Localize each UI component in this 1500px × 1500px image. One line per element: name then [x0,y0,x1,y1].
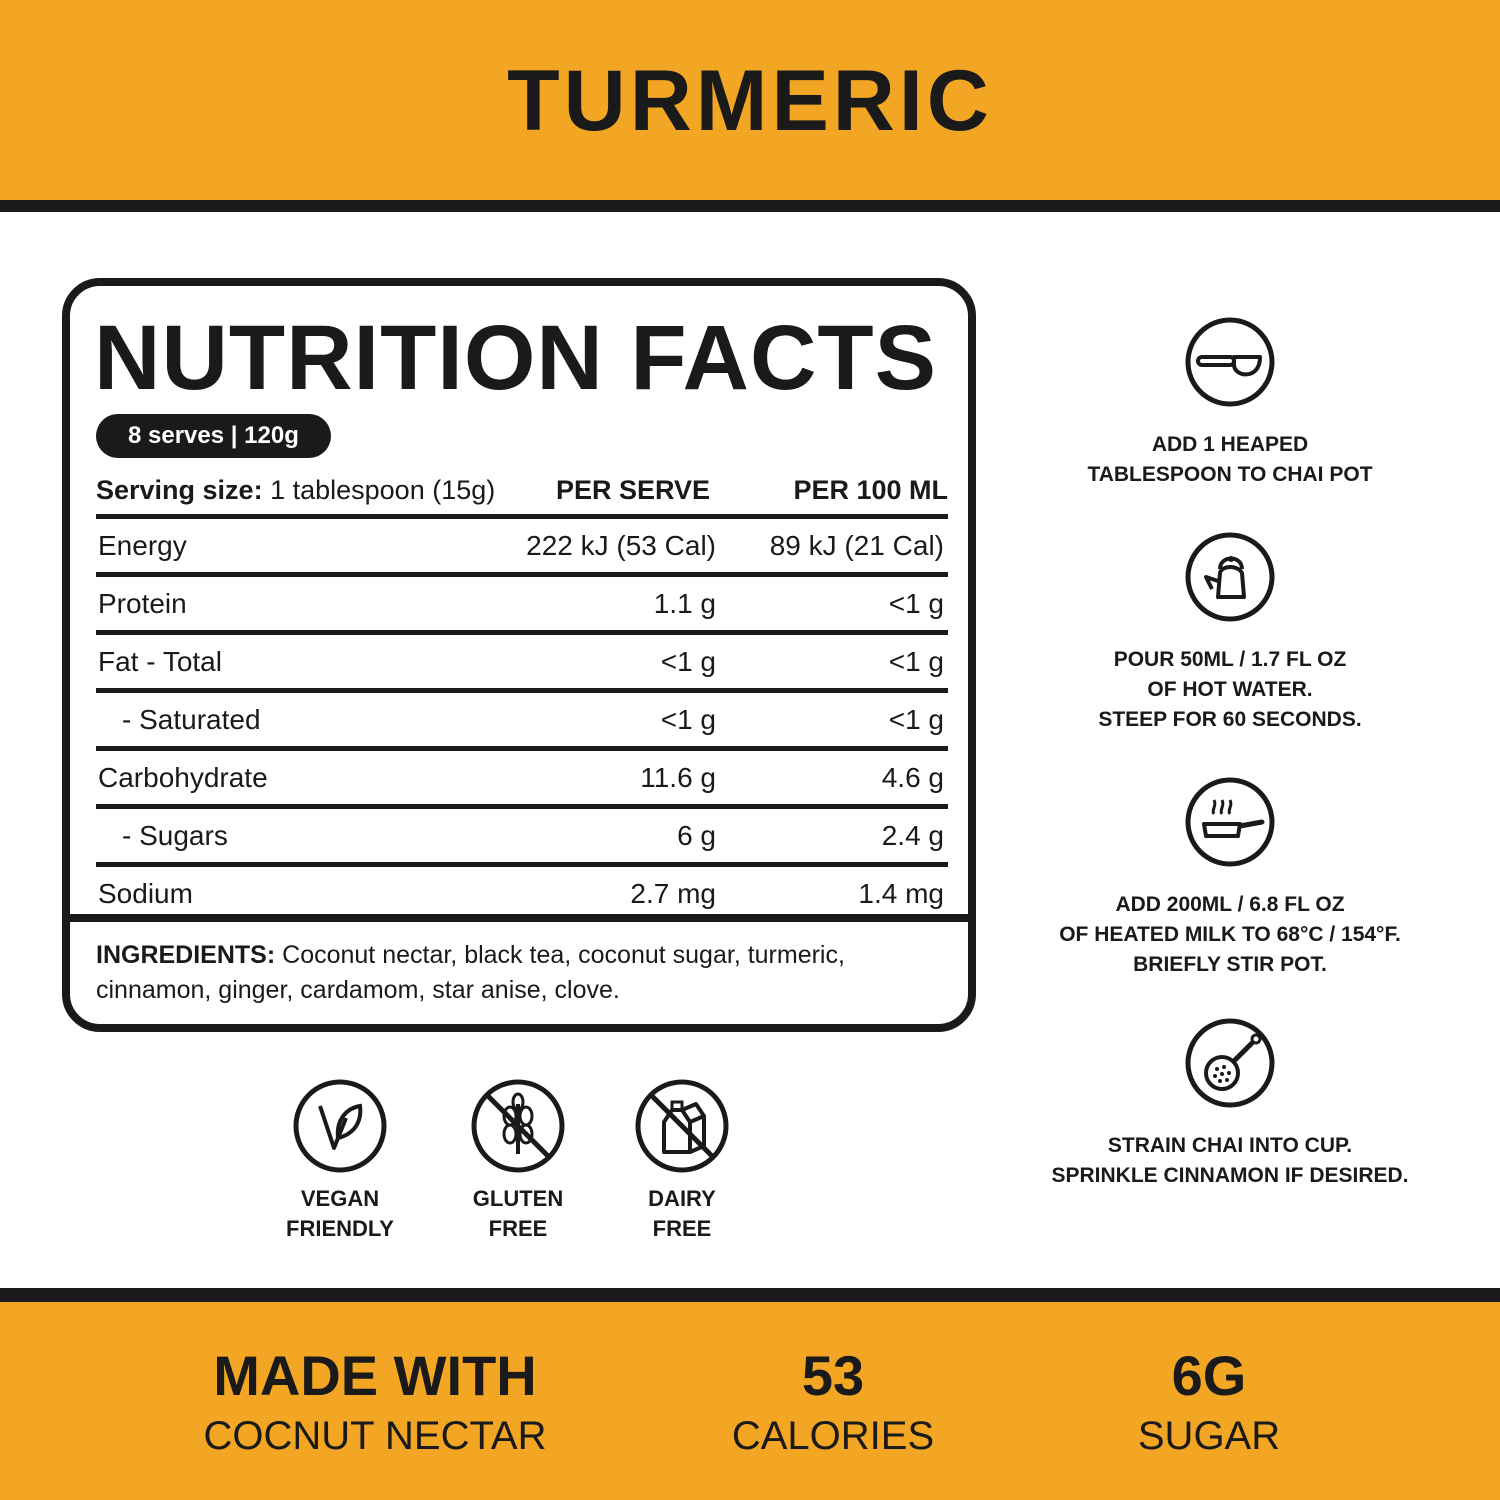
ingredients-list: Coconut nectar, black tea, coconut sugar… [96,941,845,1004]
stat-value: 53 [801,1344,865,1407]
step-1: ADD 1 HEAPED TABLESPOON TO CHAI POT [1010,316,1450,490]
per-100-value: 89 kJ (21 Cal) [769,530,944,561]
nutrition-header-row: Serving size: 1 tablespoon (15g) PER SER… [96,470,948,510]
step-line: OF HOT WATER. [1147,678,1313,701]
stat-value: MADE WITH [213,1344,537,1407]
step-line: OF HEATED MILK TO 68°C / 154°F. [1059,923,1401,946]
nutrient-name: Protein [98,588,187,619]
badge-line: GLUTEN [472,1186,564,1211]
serving-size-label: Serving size: [96,475,263,505]
stat-label: COCNUT NECTAR [203,1414,547,1458]
step-line: ADD 200ML / 6.8 FL OZ [1115,893,1345,916]
nutrient-name: - Sugars [122,820,228,851]
per-serve-value: 11.6 g [640,762,716,793]
per-serve-value: 222 kJ (53 Cal) [526,530,716,561]
header-divider [0,200,1500,212]
column-per-serve: PER SERVE [556,475,711,505]
step-line: ADD 1 HEAPED [1151,433,1309,456]
table-row: Energy 222 kJ (53 Cal) 89 kJ (21 Cal) [96,514,948,572]
table-row: Protein 1.1 g <1 g [96,572,948,630]
per-serve-value: 6 g [677,820,716,851]
step-2: POUR 50ML / 1.7 FL OZ OF HOT WATER. STEE… [1010,531,1450,735]
serving-size-value: 1 tablespoon (15g) [270,475,496,505]
leaf-v-icon [293,1079,387,1173]
step-4: STRAIN CHAI INTO CUP. SPRINKLE CINNAMON … [1010,1017,1450,1191]
stat-sugar: 6G SUGAR [999,1345,1419,1461]
badge-line: FRIENDLY [286,1216,394,1241]
badge-line: VEGAN [300,1186,380,1211]
hot-pan-icon [1185,777,1275,867]
nutrient-name: Energy [98,530,187,561]
step-line: STEEP FOR 60 SECONDS. [1098,708,1362,731]
stat-value: 6G [1171,1344,1247,1407]
stat-label: CALORIES [731,1414,935,1458]
header-band [0,0,1500,200]
badge-dairy-free: DAIRY FREE [592,1078,772,1244]
per-100-value: <1 g [888,646,944,677]
per-100-value: <1 g [888,704,944,735]
nutrition-title: NUTRITION FACTS [94,307,937,409]
step-line: POUR 50ML / 1.7 FL OZ [1113,648,1347,671]
badge-line: FREE [652,1216,712,1241]
step-line: BRIEFLY STIR POT. [1133,953,1327,976]
stat-label: SUGAR [1137,1414,1281,1458]
ingredients-text: INGREDIENTS: Coconut nectar, black tea, … [96,938,896,1008]
step-line: STRAIN CHAI INTO CUP. [1107,1134,1353,1157]
table-row: Carbohydrate 11.6 g 4.6 g [96,746,948,804]
strainer-icon [1185,1018,1275,1108]
per-100-value: 1.4 mg [858,878,944,909]
table-row: Sodium 2.7 mg 1.4 mg [96,862,948,920]
ingredients-label: INGREDIENTS: [96,941,276,969]
serves-badge: 8 serves | 120g [96,414,331,458]
nutrient-name: - Saturated [122,704,261,735]
nutrition-table: Energy 222 kJ (53 Cal) 89 kJ (21 Cal) Pr… [96,514,948,920]
table-row: - Saturated <1 g <1 g [96,688,948,746]
per-serve-value: <1 g [660,704,716,735]
step-3: ADD 200ML / 6.8 FL OZ OF HEATED MILK TO … [1010,776,1450,980]
column-per-100ml: PER 100 ML [793,475,948,505]
badge-gluten-free: GLUTEN FREE [428,1078,608,1244]
badge-vegan: VEGAN FRIENDLY [250,1078,430,1244]
footer-band [0,1302,1500,1500]
measuring-spoon-icon [1185,317,1275,407]
per-serve-value: <1 g [660,646,716,677]
ingredients-divider [70,914,968,922]
nutrition-panel: NUTRITION FACTS 8 serves | 120g Serving … [62,278,976,1032]
per-100-value: 4.6 g [881,762,944,793]
kettle-icon [1185,532,1275,622]
badge-line: FREE [488,1216,548,1241]
per-100-value: 2.4 g [881,820,944,851]
no-milk-carton-icon [635,1079,729,1173]
nutrient-name: Sodium [98,878,193,909]
per-serve-value: 2.7 mg [630,878,716,909]
per-serve-value: 1.1 g [653,588,716,619]
product-title: TURMERIC [507,53,993,149]
no-wheat-icon [471,1079,565,1173]
nutrient-name: Fat - Total [98,646,222,677]
footer-divider [0,1288,1500,1302]
table-row: - Sugars 6 g 2.4 g [96,804,948,862]
table-row: Fat - Total <1 g <1 g [96,630,948,688]
stat-calories: 53 CALORIES [623,1345,1043,1461]
step-line: SPRINKLE CINNAMON IF DESIRED. [1051,1164,1409,1187]
stat-made-with: MADE WITH COCNUT NECTAR [165,1345,585,1461]
badge-line: DAIRY [648,1186,716,1211]
per-100-value: <1 g [888,588,944,619]
nutrient-name: Carbohydrate [98,762,268,793]
step-line: TABLESPOON TO CHAI POT [1087,463,1373,486]
